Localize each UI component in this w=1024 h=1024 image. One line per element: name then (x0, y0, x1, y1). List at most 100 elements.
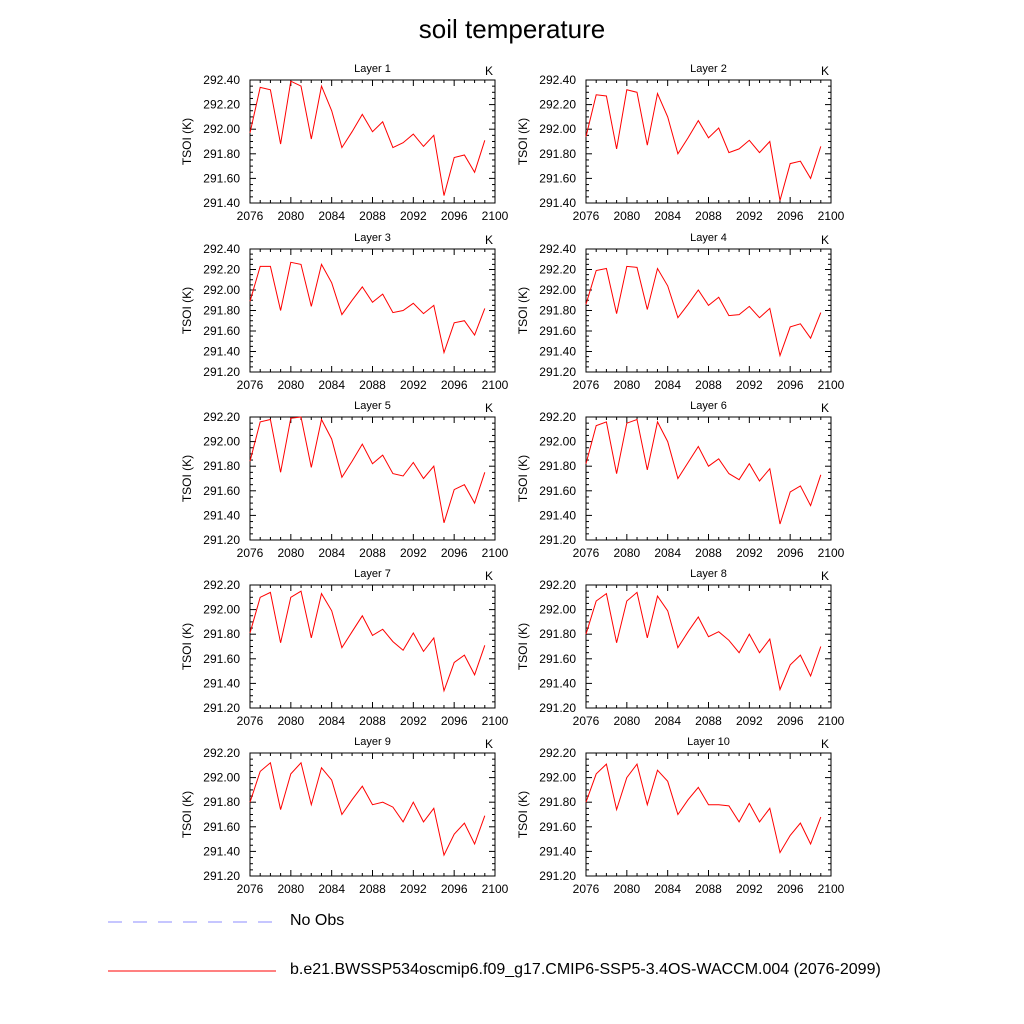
panel-8-xtick-label: 2096 (777, 714, 804, 728)
panel-3-xtick-label: 2076 (237, 378, 264, 392)
panel-3-ytick-label: 291.60 (203, 324, 240, 338)
panel-4-xtick-label: 2096 (777, 378, 804, 392)
panel-5-xtick-label: 2100 (482, 546, 509, 560)
panel-6-ytick-label: 291.40 (539, 508, 576, 522)
panel-7-units: K (485, 569, 493, 583)
panel-2-units: K (821, 64, 829, 78)
panel-3-ylabel: TSOI (K) (180, 287, 194, 334)
panel-9-units: K (485, 737, 493, 751)
panel-2-title: Layer 2 (690, 63, 727, 75)
panel-6-xtick-label: 2088 (695, 546, 722, 560)
panel-3-ytick-label: 292.20 (203, 263, 240, 277)
panel-8-series-line (585, 591, 822, 692)
panel-5-series-line (249, 416, 486, 523)
panel-3-ytick-label: 291.80 (203, 304, 240, 318)
panel-6-xtick-label: 2080 (613, 546, 640, 560)
panel-4-ytick-label: 291.40 (539, 345, 576, 359)
panel-10: Layer 10 K 2076 2080 2084 2088 2092 2096 2100 291… (516, 736, 845, 896)
panel-7-ylabel: TSOI (K) (180, 623, 194, 670)
panel-9-xtick-label: 2076 (237, 882, 264, 896)
panel-4-ytick-label: 291.80 (539, 304, 576, 318)
panel-4-units: K (821, 233, 829, 247)
legend-line-model (108, 970, 276, 972)
panel-3-xtick-label: 2092 (400, 378, 427, 392)
panel-2-xtick-label: 2080 (613, 209, 640, 223)
panel-1-ylabel: TSOI (K) (180, 118, 194, 165)
figure-title: soil temperature (418, 14, 606, 44)
panel-2-ylabel: TSOI (K) (516, 118, 530, 165)
panel-10-ytick-label: 291.40 (539, 844, 576, 858)
panel-7-ytick-label: 292.00 (203, 603, 240, 617)
panel-5: Layer 5 K 2076 2080 2084 2088 2092 2096 2100 291.… (180, 400, 509, 560)
panel-3-xtick-label: 2096 (441, 378, 468, 392)
panel-6-title: Layer 6 (690, 400, 727, 412)
panel-3-ytick-label: 291.20 (203, 365, 240, 379)
panel-2: Layer 2 K 2076 2080 2084 2088 2092 2096 2100 291.… (516, 63, 845, 223)
panel-6-ytick-label: 291.60 (539, 484, 576, 498)
panel-4-xtick-label: 2088 (695, 378, 722, 392)
panel-1-series-line (249, 80, 486, 196)
panel-4-ytick-label: 291.60 (539, 324, 576, 338)
panel-5-ytick-label: 291.80 (203, 459, 240, 473)
panel-4-ylabel: TSOI (K) (516, 287, 530, 334)
panel-6-ytick-label: 292.00 (539, 435, 576, 449)
panel-4-ytick-label: 291.20 (539, 365, 576, 379)
panel-4-xtick-label: 2100 (818, 378, 845, 392)
panel-3: Layer 3 K 2076 2080 2084 2088 2092 2096 2100 291.… (180, 232, 509, 392)
panel-4-ytick-label: 292.00 (539, 283, 576, 297)
panel-7-ytick-label: 291.20 (203, 701, 240, 715)
panel-9-xtick-label: 2084 (318, 882, 345, 896)
panel-1-xtick-label: 2088 (359, 209, 386, 223)
panel-6: Layer 6 K 2076 2080 2084 2088 2092 2096 2100 291.… (516, 400, 845, 560)
panel-5-ylabel: TSOI (K) (180, 455, 194, 502)
panel-8-ytick-label: 291.40 (539, 676, 576, 690)
panel-6-frame (585, 416, 832, 541)
panel-10-ytick-label: 291.20 (539, 869, 576, 883)
panel-9-ytick-label: 291.20 (203, 869, 240, 883)
panel-2-xtick-label: 2084 (654, 209, 681, 223)
panel-8-xtick-label: 2092 (736, 714, 763, 728)
panel-3-frame (249, 248, 496, 373)
panel-10-series-line (585, 762, 822, 854)
panel-10-xtick-label: 2096 (777, 882, 804, 896)
panel-1-title: Layer 1 (354, 63, 391, 75)
panel-4-xtick-label: 2080 (613, 378, 640, 392)
panel-1-xtick-label: 2092 (400, 209, 427, 223)
panel-8-ytick-label: 292.00 (539, 603, 576, 617)
panel-7: Layer 7 K 2076 2080 2084 2088 2092 2096 2100 291.… (180, 568, 509, 728)
panel-8-xtick-label: 2088 (695, 714, 722, 728)
panel-2-xtick-label: 2096 (777, 209, 804, 223)
panel-5-ytick-label: 291.40 (203, 508, 240, 522)
panel-2-ytick-label: 291.60 (539, 171, 576, 185)
panel-8-frame (585, 584, 832, 709)
panel-10-xtick-label: 2080 (613, 882, 640, 896)
panel-1-ytick-label: 291.80 (203, 147, 240, 161)
panel-5-title: Layer 5 (354, 400, 391, 412)
panel-1-frame (249, 79, 496, 204)
panel-10-units: K (821, 737, 829, 751)
panel-4-ytick-label: 292.40 (539, 242, 576, 256)
panel-2-xtick-label: 2076 (573, 209, 600, 223)
panel-4-xtick-label: 2092 (736, 378, 763, 392)
panel-3-xtick-label: 2084 (318, 378, 345, 392)
panel-1-ytick-label: 291.40 (203, 196, 240, 210)
panel-5-xtick-label: 2092 (400, 546, 427, 560)
panel-9: Layer 9 K 2076 2080 2084 2088 2092 2096 2100 291.… (180, 736, 509, 896)
panel-7-xtick-label: 2088 (359, 714, 386, 728)
panel-9-xtick-label: 2088 (359, 882, 386, 896)
panel-5-xtick-label: 2076 (237, 546, 264, 560)
legend-label-no-obs: No Obs (290, 912, 345, 929)
panel-3-title: Layer 3 (354, 232, 391, 244)
panel-7-ytick-label: 292.20 (203, 578, 240, 592)
panel-6-ytick-label: 291.80 (539, 459, 576, 473)
panel-8-ytick-label: 291.60 (539, 652, 576, 666)
panel-9-xtick-label: 2092 (400, 882, 427, 896)
panel-1: Layer 1 K 2076 2080 2084 2088 2092 2096 2100 291.… (180, 63, 509, 223)
panel-9-ytick-label: 291.60 (203, 820, 240, 834)
panel-10-ytick-label: 292.00 (539, 771, 576, 785)
panel-8: Layer 8 K 2076 2080 2084 2088 2092 2096 2100 291.… (516, 568, 845, 728)
panel-10-ytick-label: 291.60 (539, 820, 576, 834)
panel-1-units: K (485, 64, 493, 78)
